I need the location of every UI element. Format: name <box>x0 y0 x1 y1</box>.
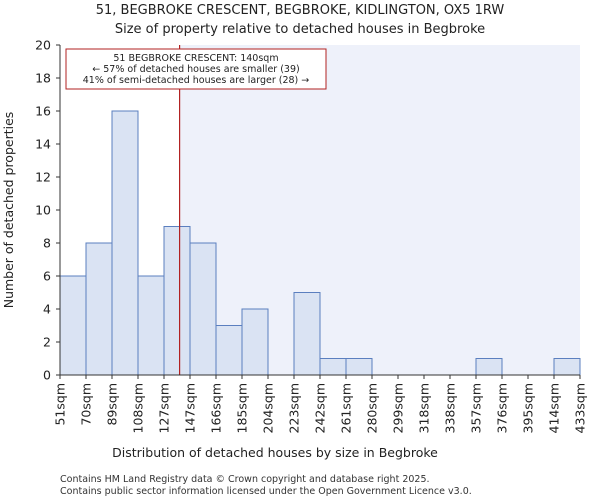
x-tick-label: 127sqm <box>157 383 172 433</box>
x-tick-label: 70sqm <box>79 383 94 426</box>
bar-147sqm <box>189 242 217 376</box>
bar-414sqm <box>553 358 581 376</box>
x-tick-label: 108sqm <box>131 383 146 433</box>
bar-223sqm <box>293 292 321 376</box>
x-tick-label: 280sqm <box>365 383 380 433</box>
bar-108sqm <box>137 275 165 376</box>
annotation-line-3: 41% of semi-detached houses are larger (… <box>83 75 310 86</box>
bars <box>59 45 581 376</box>
bar-51sqm <box>59 275 87 376</box>
x-tick-label: 204sqm <box>261 383 276 433</box>
x-tick-label: 261sqm <box>339 383 354 433</box>
bar-357sqm <box>475 358 503 376</box>
chart-subtitle: Size of property relative to detached ho… <box>115 22 485 37</box>
y-tick-label: 2 <box>43 335 51 350</box>
x-tick-label: 166sqm <box>209 383 224 433</box>
x-tick-label: 376sqm <box>495 383 510 433</box>
x-tick-label: 223sqm <box>287 383 302 433</box>
property-annotation: 51 BEGBROKE CRESCENT: 140sqm ← 57% of de… <box>65 48 327 90</box>
footer-line-2: Contains public sector information licen… <box>60 486 472 497</box>
y-tick-label: 0 <box>43 368 51 383</box>
y-tick-label: 6 <box>43 269 51 284</box>
y-tick-label: 14 <box>35 137 51 152</box>
chart-title: 51, BEGBROKE CRESCENT, BEGBROKE, KIDLING… <box>96 3 505 18</box>
bar-261sqm <box>345 358 373 376</box>
x-tick-label: 433sqm <box>573 383 588 433</box>
y-tick-label: 4 <box>43 302 51 317</box>
x-tick-label: 89sqm <box>105 383 120 426</box>
y-tick-label: 10 <box>35 203 51 218</box>
x-tick-label: 51sqm <box>53 383 68 426</box>
footer-line-1: Contains HM Land Registry data © Crown c… <box>60 474 430 485</box>
bar-242sqm <box>319 358 347 376</box>
x-tick-label: 414sqm <box>547 383 562 433</box>
x-tick-label: 338sqm <box>443 383 458 433</box>
annotation-line-1: 51 BEGBROKE CRESCENT: 140sqm <box>113 53 278 64</box>
x-tick-label: 185sqm <box>235 383 250 433</box>
bar-185sqm <box>241 308 269 376</box>
y-tick-label: 8 <box>43 236 51 251</box>
y-ticks: 0 2 4 6 8 10 12 14 16 18 20 <box>35 38 60 383</box>
bar-127sqm <box>163 226 191 376</box>
bar-89sqm <box>111 110 139 376</box>
y-tick-label: 20 <box>35 38 51 53</box>
x-tick-label: 395sqm <box>521 383 536 433</box>
y-tick-label: 18 <box>35 71 51 86</box>
x-tick-label: 318sqm <box>417 383 432 433</box>
x-ticks: 51sqm 70sqm 89sqm 108sqm 127sqm 147sqm 166sqm 1… <box>53 375 588 433</box>
x-tick-label: 357sqm <box>469 383 484 433</box>
y-tick-label: 12 <box>35 170 51 185</box>
x-tick-label: 299sqm <box>391 383 406 433</box>
bar-70sqm <box>85 242 113 376</box>
y-axis-label: Number of detached properties <box>1 112 16 309</box>
x-tick-label: 147sqm <box>183 383 198 433</box>
bar-166sqm <box>215 325 243 376</box>
y-tick-label: 16 <box>35 104 51 119</box>
annotation-box <box>65 48 327 90</box>
x-axis-label: Distribution of detached houses by size … <box>112 445 438 460</box>
x-tick-label: 242sqm <box>313 383 328 433</box>
annotation-line-2: ← 57% of detached houses are smaller (39… <box>92 64 299 75</box>
